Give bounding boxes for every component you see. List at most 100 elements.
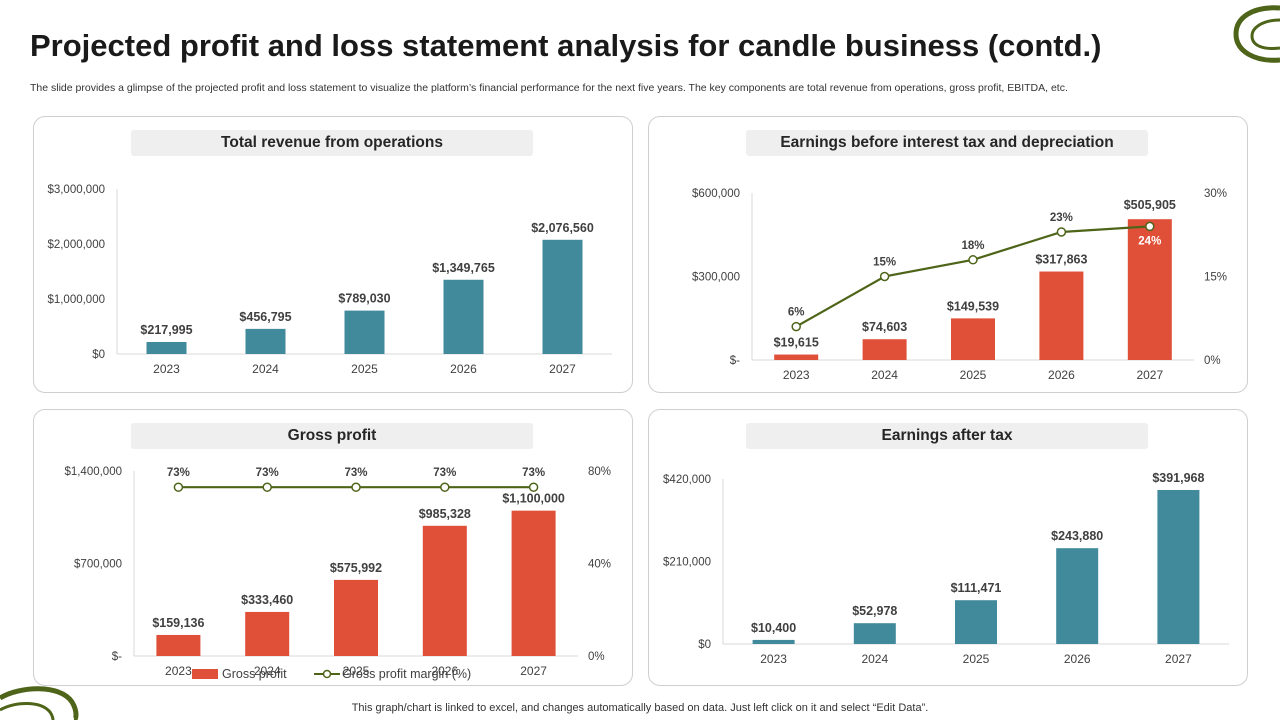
gross-line-value-label: 73% bbox=[522, 467, 545, 479]
gross-line-point[interactable] bbox=[262, 482, 272, 492]
eat-bar-value-label: $111,471 bbox=[951, 581, 1002, 595]
eat-category-label: 2023 bbox=[760, 652, 787, 666]
revenue-bar-value-label: $2,076,560 bbox=[531, 221, 594, 235]
ebitda-y2-tick-label: 15% bbox=[1204, 272, 1227, 284]
gross-category-label: 2023 bbox=[165, 664, 192, 678]
eat-bar[interactable] bbox=[1056, 548, 1099, 644]
ebitda-bar-value-label: $505,905 bbox=[1124, 198, 1176, 212]
ebitda-line-value-label: 15% bbox=[873, 257, 896, 269]
ebitda-chart-panel: Earnings before interest tax and depreci… bbox=[648, 116, 1248, 393]
page-subtitle: The slide provides a glimpse of the proj… bbox=[30, 82, 1068, 94]
revenue-bar-value-label: $789,030 bbox=[338, 292, 390, 306]
revenue-bar[interactable] bbox=[542, 239, 583, 354]
eat-chart-title: Earnings after tax bbox=[746, 423, 1148, 449]
gross-category-label: 2025 bbox=[343, 664, 370, 678]
gross-bar[interactable] bbox=[245, 611, 290, 656]
ebitda-line-value-label: 24% bbox=[1138, 235, 1161, 247]
revenue-bar-value-label: $217,995 bbox=[140, 323, 192, 337]
ebitda-y2-tick-label: 0% bbox=[1204, 355, 1221, 367]
revenue-bar[interactable] bbox=[146, 342, 187, 354]
ebitda-line-point[interactable] bbox=[791, 321, 801, 332]
ebitda-bar-value-label: $19,615 bbox=[774, 336, 819, 350]
eat-bar[interactable] bbox=[1157, 490, 1200, 644]
eat-bar[interactable] bbox=[752, 639, 795, 644]
gross-y-tick-label: $1,400,000 bbox=[64, 466, 122, 478]
gross-line-value-label: 73% bbox=[433, 467, 456, 479]
gross-bar[interactable] bbox=[422, 525, 467, 656]
ebitda-bar-value-label: $74,603 bbox=[862, 320, 907, 334]
revenue-bar[interactable] bbox=[443, 279, 484, 354]
ebitda-line-point[interactable] bbox=[968, 255, 978, 265]
gross-profit-chart-title: Gross profit bbox=[131, 423, 533, 449]
ebitda-y2-tick-label: 30% bbox=[1204, 188, 1227, 200]
gross-legend-bar-label: Gross profit bbox=[222, 667, 287, 681]
gross-legend-line-label: Gross profit margin (%) bbox=[342, 667, 471, 681]
page-title: Projected profit and loss statement anal… bbox=[30, 28, 1102, 63]
ebitda-line-value-label: 6% bbox=[788, 307, 805, 319]
ebitda-bar[interactable] bbox=[862, 339, 907, 360]
revenue-chart-panel: Total revenue from operations $0 $1,000,0… bbox=[33, 116, 633, 393]
eat-bar[interactable] bbox=[853, 623, 896, 644]
ebitda-category-label: 2023 bbox=[783, 368, 810, 382]
gross-line-point[interactable] bbox=[440, 482, 450, 492]
gross-line-point[interactable] bbox=[528, 482, 539, 492]
gross-profit-chart[interactable]: $- $700,000 $1,400,000 0% 40% 80% $159,136 2023… bbox=[34, 410, 632, 686]
eat-y-tick-label: $210,000 bbox=[663, 557, 711, 569]
eat-chart[interactable]: $0 $210,000 $420,000 $10,400 2023 $52,978 2024… bbox=[649, 410, 1247, 686]
revenue-chart[interactable]: $0 $1,000,000 $2,000,000 $3,000,000 $217,995… bbox=[34, 117, 632, 393]
gross-legend-line-marker bbox=[322, 669, 332, 679]
eat-bar-value-label: $243,880 bbox=[1051, 529, 1103, 543]
eat-bar[interactable] bbox=[955, 600, 997, 644]
ebitda-chart[interactable]: $- $300,000 $600,000 0% 15% 30% $19,615 2023 $74… bbox=[649, 117, 1247, 393]
revenue-bar[interactable] bbox=[344, 310, 385, 354]
revenue-bar-value-label: $456,795 bbox=[239, 310, 291, 324]
revenue-category-label: 2023 bbox=[153, 362, 180, 376]
gross-y2-tick-label: 40% bbox=[588, 559, 611, 571]
ebitda-line-point[interactable] bbox=[1145, 221, 1155, 232]
ebitda-line-value-label: 23% bbox=[1050, 212, 1073, 224]
eat-category-label: 2026 bbox=[1064, 652, 1091, 666]
gross-line-value-label: 73% bbox=[167, 467, 190, 479]
swirl-decoration-top-right-icon bbox=[1233, 5, 1280, 63]
ebitda-chart-title: Earnings before interest tax and depreci… bbox=[746, 130, 1148, 156]
revenue-category-label: 2024 bbox=[252, 362, 279, 376]
ebitda-bar[interactable] bbox=[1127, 219, 1172, 360]
ebitda-y-tick-label: $600,000 bbox=[692, 188, 740, 200]
swirl-decoration-bottom-left-icon bbox=[0, 686, 79, 720]
eat-category-label: 2025 bbox=[963, 652, 990, 666]
gross-line-point[interactable] bbox=[173, 482, 184, 492]
gross-profit-chart-panel: Gross profit $- $700,000 $1,400,000 0% 40% 80… bbox=[33, 409, 633, 686]
ebitda-category-label: 2024 bbox=[871, 368, 898, 382]
gross-y-tick-label: $700,000 bbox=[74, 559, 122, 571]
ebitda-bar[interactable] bbox=[1039, 271, 1084, 360]
eat-category-label: 2024 bbox=[861, 652, 888, 666]
gross-bar[interactable] bbox=[511, 510, 556, 656]
revenue-category-label: 2025 bbox=[351, 362, 378, 376]
ebitda-line-point[interactable] bbox=[879, 271, 890, 282]
gross-bar[interactable] bbox=[334, 579, 378, 656]
gross-line-point[interactable] bbox=[351, 482, 361, 492]
revenue-y-tick-label: $3,000,000 bbox=[47, 184, 105, 196]
eat-bar-value-label: $391,968 bbox=[1152, 471, 1204, 485]
ebitda-y-tick-label: $- bbox=[730, 355, 740, 367]
gross-line-value-label: 73% bbox=[344, 467, 367, 479]
gross-bar[interactable] bbox=[156, 634, 201, 656]
revenue-category-label: 2027 bbox=[549, 362, 576, 376]
gross-y2-tick-label: 0% bbox=[588, 651, 605, 663]
ebitda-bar[interactable] bbox=[951, 318, 995, 360]
revenue-bar-value-label: $1,349,765 bbox=[432, 261, 495, 275]
ebitda-category-label: 2025 bbox=[960, 368, 987, 382]
gross-line-value-label: 73% bbox=[256, 467, 279, 479]
eat-chart-panel: Earnings after tax $0 $210,000 $420,000 $10… bbox=[648, 409, 1248, 686]
ebitda-line-point[interactable] bbox=[1056, 227, 1067, 237]
revenue-y-tick-label: $2,000,000 bbox=[47, 239, 105, 251]
ebitda-bar-value-label: $317,863 bbox=[1035, 253, 1087, 267]
gross-bar-value-label: $575,992 bbox=[330, 561, 382, 575]
eat-y-tick-label: $420,000 bbox=[663, 474, 711, 486]
revenue-bar[interactable] bbox=[245, 328, 286, 354]
gross-category-label: 2027 bbox=[520, 664, 547, 678]
revenue-category-label: 2026 bbox=[450, 362, 477, 376]
eat-bar-value-label: $10,400 bbox=[751, 621, 796, 635]
ebitda-bar[interactable] bbox=[774, 354, 819, 360]
revenue-y-tick-label: $0 bbox=[92, 349, 105, 361]
